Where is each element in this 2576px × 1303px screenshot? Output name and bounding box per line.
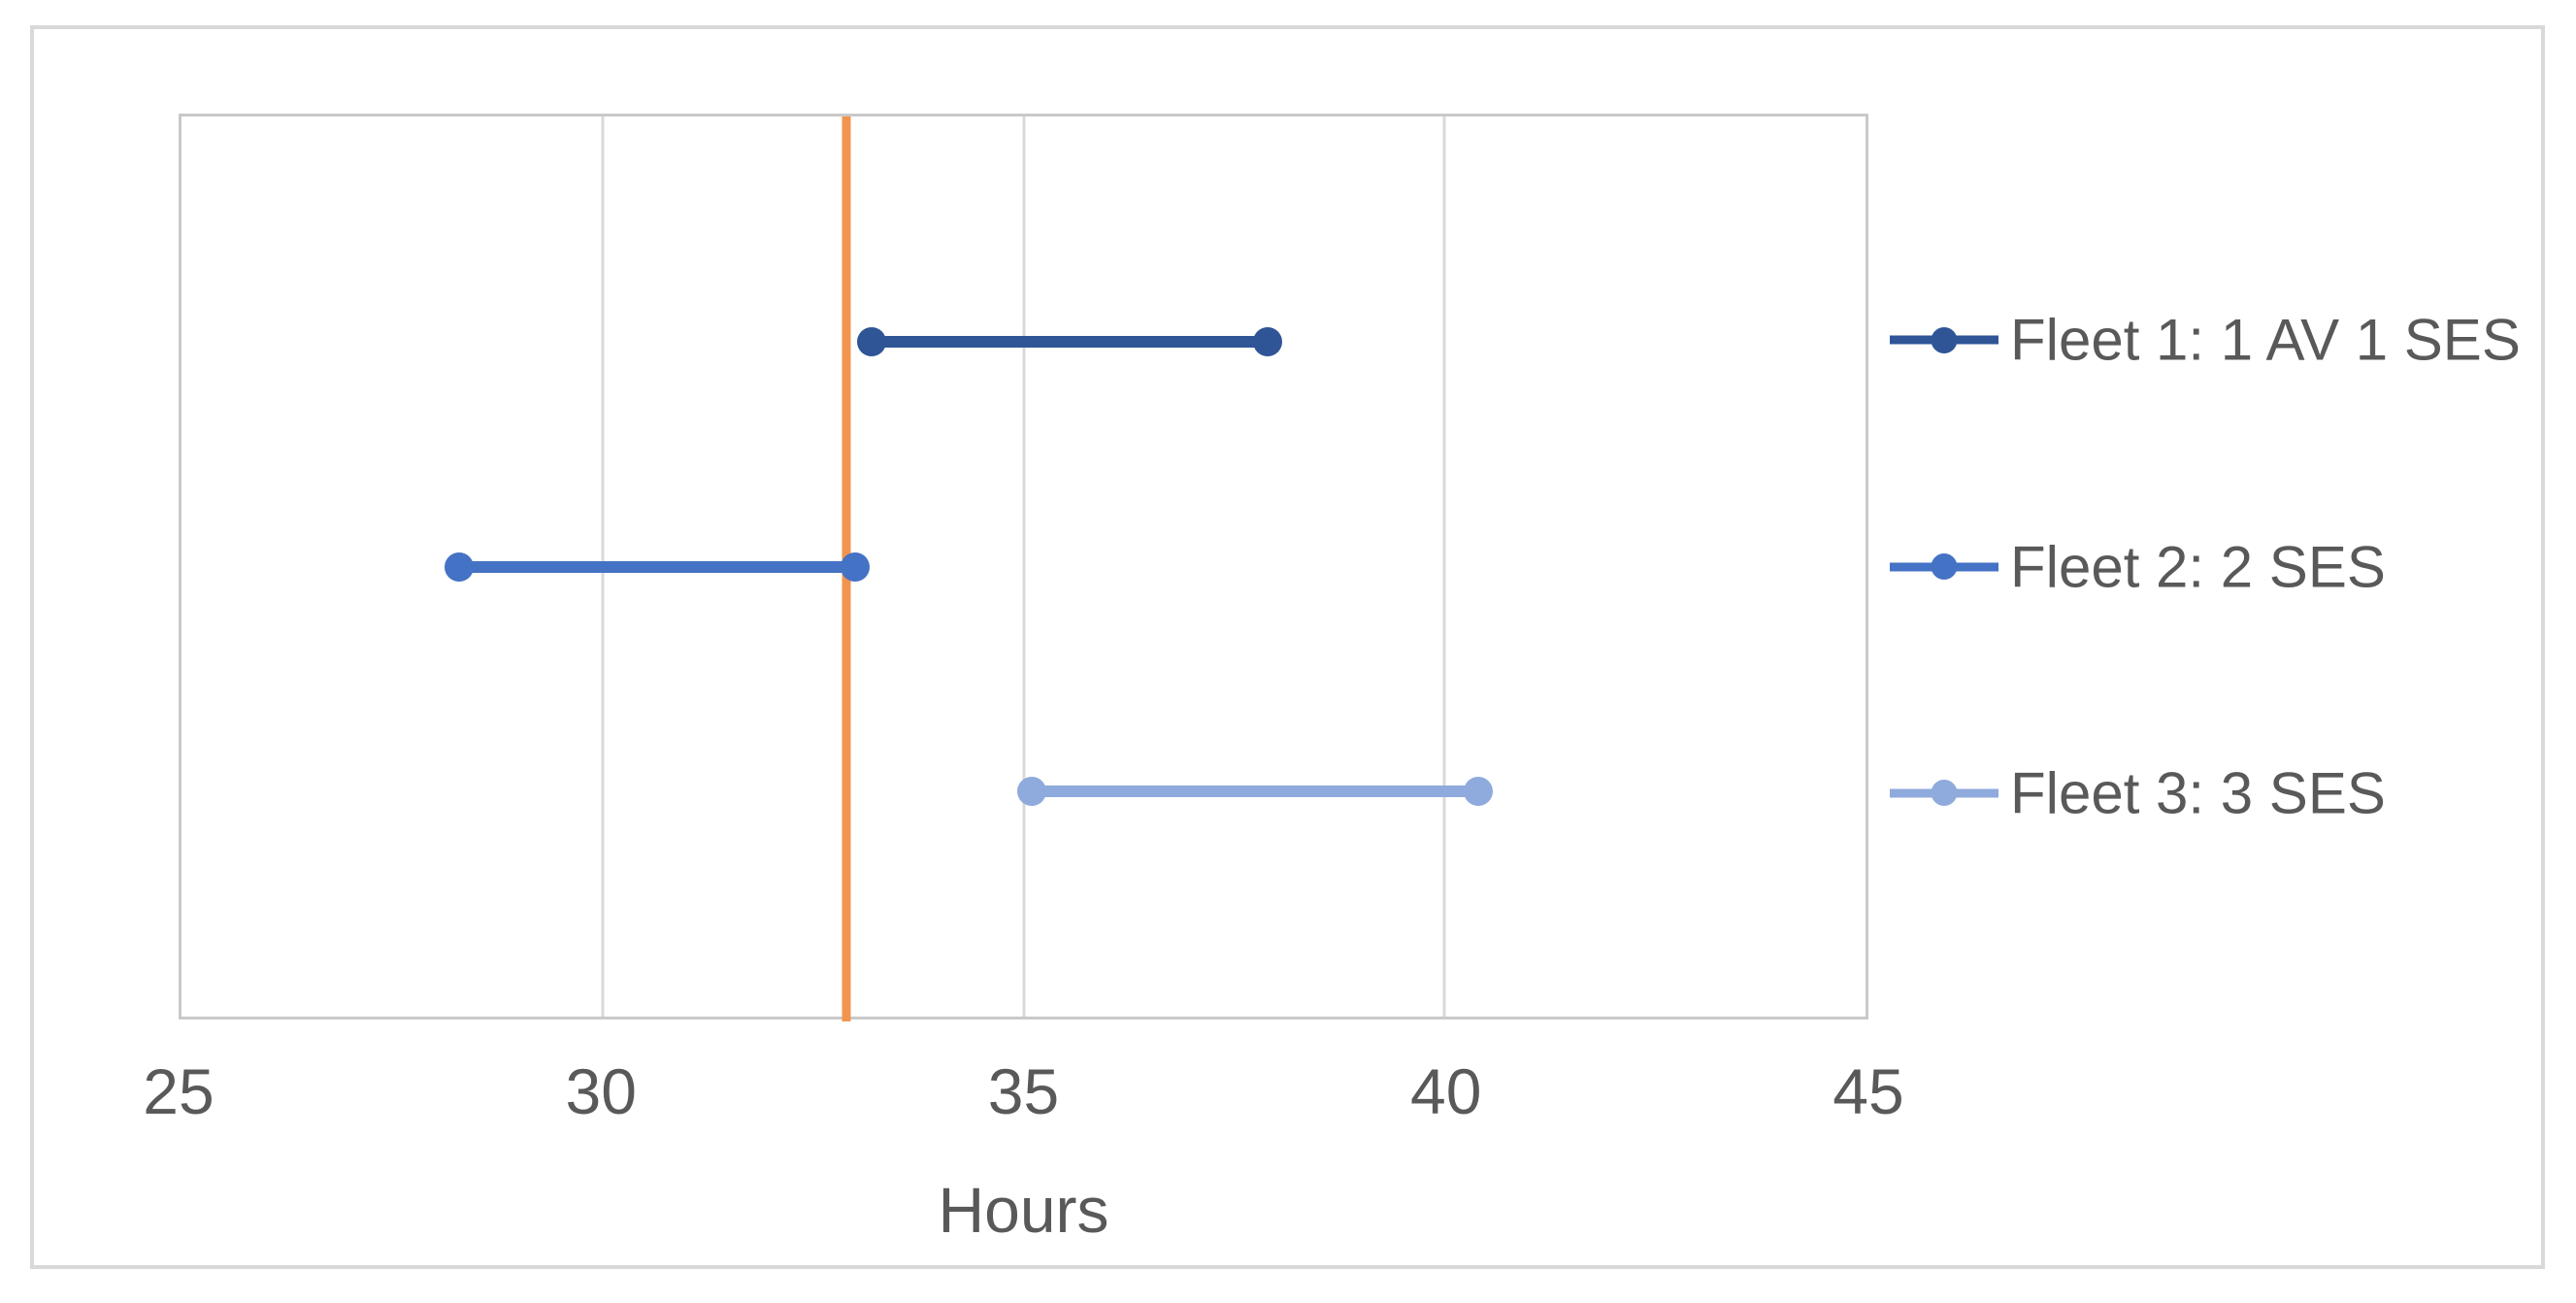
legend: Fleet 1: 1 AV 1 SES Fleet 2: 2 SES Fleet 3… bbox=[1890, 114, 2576, 1019]
data-point-marker bbox=[445, 551, 475, 582]
legend-marker-dot-icon bbox=[1931, 780, 1958, 807]
data-point-marker bbox=[1463, 777, 1493, 807]
legend-marker-dot-icon bbox=[1931, 326, 1958, 353]
x-axis-tick-label: 40 bbox=[1410, 1055, 1482, 1127]
legend-item-label: Fleet 3: 3 SES bbox=[2010, 760, 2386, 826]
x-axis-title: Hours bbox=[938, 1174, 1109, 1246]
legend-item: Fleet 3: 3 SES bbox=[1890, 759, 2386, 826]
data-point-marker bbox=[1253, 326, 1283, 356]
chart-frame[interactable]: 25 30 35 40 45 Hours Fleet 1: 1 AV 1 SES Flee… bbox=[30, 25, 2545, 1269]
x-axis-tick-label: 25 bbox=[143, 1055, 215, 1127]
gridline bbox=[1442, 117, 1446, 1017]
legend-marker-dot-icon bbox=[1931, 553, 1958, 580]
x-axis-tick-label: 45 bbox=[1833, 1055, 1904, 1127]
x-axis-tick-label: 35 bbox=[987, 1055, 1060, 1127]
x-axis-tick-labels: 25 30 35 40 45 bbox=[143, 1051, 1903, 1132]
plot-area bbox=[179, 114, 1868, 1021]
data-point-marker bbox=[1017, 777, 1047, 807]
series-line bbox=[1032, 785, 1478, 798]
legend-marker-line bbox=[1890, 553, 1998, 580]
legend-item-label: Fleet 2: 2 SES bbox=[2010, 534, 2386, 599]
x-axis-tick-label: 30 bbox=[565, 1055, 637, 1127]
data-point-marker bbox=[857, 326, 887, 356]
gridline bbox=[1022, 117, 1025, 1017]
legend-item-label: Fleet 1: 1 AV 1 SES bbox=[2010, 307, 2521, 373]
legend-item: Fleet 1: 1 AV 1 SES bbox=[1890, 307, 2521, 374]
legend-marker-line bbox=[1890, 326, 1998, 353]
data-point-marker bbox=[841, 551, 870, 582]
series-line bbox=[459, 560, 855, 573]
legend-item: Fleet 2: 2 SES bbox=[1890, 533, 2386, 600]
series-line bbox=[872, 335, 1269, 348]
legend-marker-line bbox=[1890, 780, 1998, 807]
